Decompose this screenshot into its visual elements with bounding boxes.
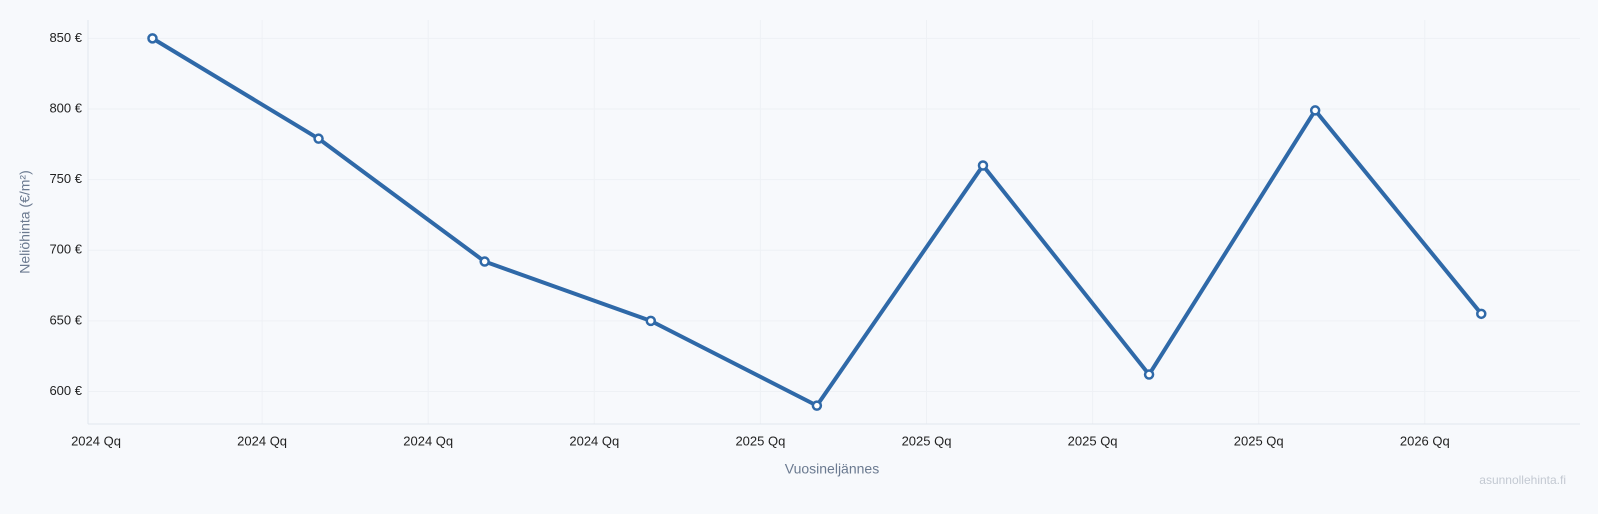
x-tick-label: 2024 Qq [237,433,287,448]
x-tick-label: 2025 Qq [735,433,785,448]
y-tick-label: 750 € [49,171,82,186]
x-tick-label: 2025 Qq [1068,433,1118,448]
x-tick-label: 2024 Qq [403,433,453,448]
y-tick-label: 800 € [49,100,82,115]
y-tick-label: 600 € [49,383,82,398]
x-tick-label: 2026 Qq [1400,433,1450,448]
y-tick-label: 650 € [49,312,82,327]
point [811,400,823,411]
x-tick-label: 2025 Qq [1234,433,1284,448]
x-tick-label: 2024 Qq [71,433,121,448]
point [479,256,490,267]
point [147,33,158,44]
point [1476,308,1487,320]
watermark: asunnollehinta.fi [1479,473,1566,487]
y-tick-label: 850 € [49,30,82,45]
point [977,160,989,171]
x-axis-label: Vuosineljännes [785,461,879,477]
point [645,315,657,327]
y-axis-label: Neliöhinta (€/m²) [17,170,33,273]
point [1309,105,1321,116]
line [151,36,1483,408]
x-tick-label: 2024 Qq [569,433,619,448]
point [1143,369,1155,380]
point [313,133,324,144]
x-tick-label: 2025 Qq [902,433,952,448]
y-tick-label: 700 € [49,242,82,257]
